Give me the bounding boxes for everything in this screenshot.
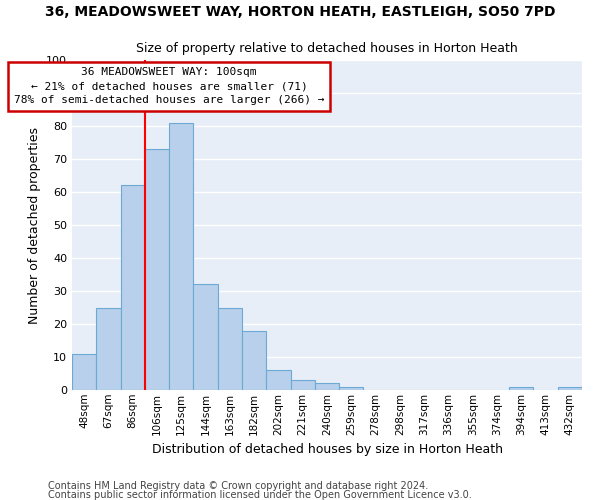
Bar (315, 384, 339, 390)
Bar (266, 370, 290, 390)
Text: Contains HM Land Registry data © Crown copyright and database right 2024.: Contains HM Land Registry data © Crown c… (48, 481, 428, 491)
Bar (169, 122, 193, 390)
Text: 36 MEADOWSWEET WAY: 100sqm
← 21% of detached houses are smaller (71)
78% of semi: 36 MEADOWSWEET WAY: 100sqm ← 21% of deta… (14, 68, 325, 106)
Bar (218, 308, 242, 390)
Title: Size of property relative to detached houses in Horton Heath: Size of property relative to detached ho… (136, 42, 518, 54)
Bar (145, 149, 169, 390)
Bar (558, 386, 582, 390)
Y-axis label: Number of detached properties: Number of detached properties (28, 126, 41, 324)
Bar (193, 284, 218, 390)
Bar (339, 386, 364, 390)
Bar (290, 380, 315, 390)
Bar (242, 330, 266, 390)
Bar (509, 386, 533, 390)
Text: 36, MEADOWSWEET WAY, HORTON HEATH, EASTLEIGH, SO50 7PD: 36, MEADOWSWEET WAY, HORTON HEATH, EASTL… (45, 5, 555, 19)
Bar (121, 186, 145, 390)
X-axis label: Distribution of detached houses by size in Horton Heath: Distribution of detached houses by size … (151, 443, 503, 456)
Bar (96, 308, 121, 390)
Text: Contains public sector information licensed under the Open Government Licence v3: Contains public sector information licen… (48, 490, 472, 500)
Bar (72, 354, 96, 390)
